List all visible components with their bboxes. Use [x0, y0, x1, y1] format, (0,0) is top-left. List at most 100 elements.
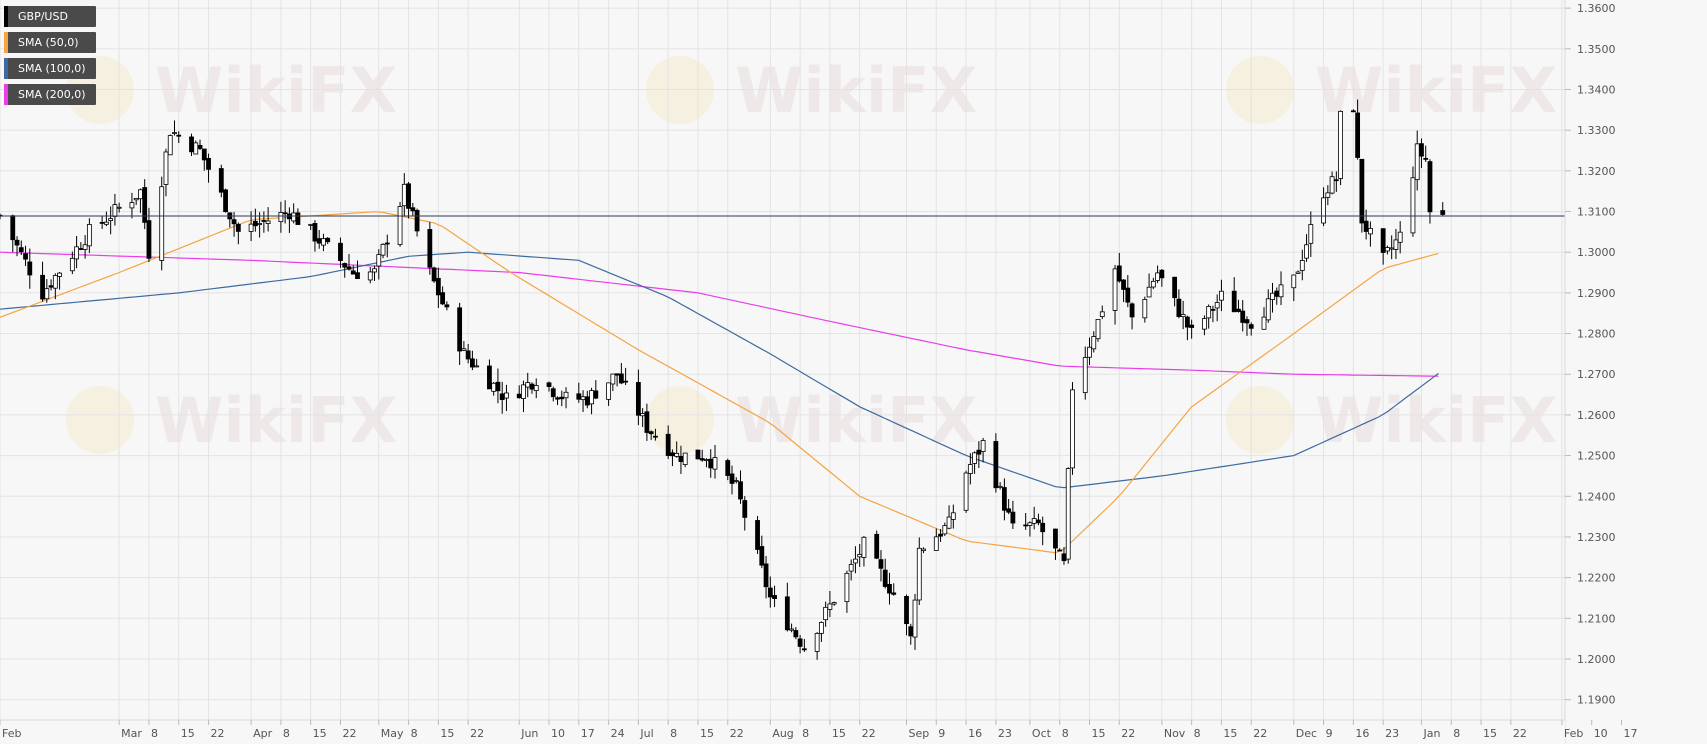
legend-item-sma-100[interactable]: SMA (100,0): [4, 58, 96, 79]
candle: [342, 262, 348, 278]
candle: [218, 164, 224, 198]
x-tick-label: 22: [862, 727, 876, 740]
candle-body-up: [967, 464, 973, 474]
candle-body-down: [759, 546, 765, 566]
candle-body-up: [1414, 143, 1420, 181]
x-tick-label: Dec: [1296, 727, 1317, 740]
candle-body-up: [401, 183, 407, 207]
candle-body-up: [682, 452, 688, 465]
candle: [440, 286, 446, 306]
candle: [1082, 346, 1088, 400]
candle-body-down: [1129, 303, 1135, 318]
legend-item-sma-200[interactable]: SMA (200,0): [4, 84, 96, 105]
candle-body-up: [857, 553, 863, 558]
legend-label: SMA (200,0): [18, 88, 86, 101]
candle-body-up: [1321, 197, 1326, 224]
y-tick-label: 1.3400: [1577, 83, 1616, 96]
candle-body-up: [1410, 177, 1416, 234]
legend-item-sma-50[interactable]: SMA (50,0): [4, 32, 96, 53]
candle: [606, 382, 611, 406]
candle-body-up: [831, 602, 837, 605]
candle-body-down: [670, 452, 675, 457]
candle: [1419, 138, 1424, 168]
candle: [376, 249, 382, 280]
candle-body-up: [504, 392, 509, 399]
candle-body-down: [882, 569, 888, 587]
candle: [1299, 249, 1305, 281]
candle-body-up: [278, 212, 284, 223]
candle-body-up: [1099, 311, 1105, 318]
candle-body-up: [912, 599, 918, 638]
candle-body-up: [950, 512, 956, 520]
watermark-text: WikiFX: [1315, 384, 1557, 457]
candle-body-up: [997, 485, 1003, 488]
candle-body-down: [231, 219, 237, 225]
candle-body-down: [993, 441, 999, 489]
candle: [435, 267, 441, 309]
candle: [1363, 209, 1369, 240]
candle: [1146, 273, 1152, 298]
candle-body-down: [252, 220, 258, 227]
candle-body-up: [163, 151, 169, 185]
candle-body-up: [159, 186, 165, 261]
candle: [831, 601, 837, 606]
y-tick-label: 1.2700: [1577, 368, 1616, 381]
candle: [1325, 185, 1331, 206]
candle: [725, 458, 731, 481]
candle-body-down: [891, 592, 897, 595]
y-tick-label: 1.3000: [1577, 246, 1616, 259]
candle-body-up: [1087, 346, 1092, 358]
x-tick-label: Aug: [772, 727, 793, 740]
x-tick-label: 22: [342, 727, 356, 740]
candle: [14, 236, 20, 257]
candle: [1350, 109, 1356, 113]
candle-body-up: [1070, 389, 1075, 469]
candle: [818, 621, 824, 642]
x-axis: Feb Mar 8 15 22 Apr 8 15 22 May 8 15 22 Jun 10 17 24 Jul 8…: [0, 719, 1637, 744]
candle: [1380, 228, 1386, 265]
candle-body-up: [44, 288, 50, 300]
candle-body-down: [23, 253, 28, 260]
x-tick-label: 8: [802, 727, 809, 740]
candle: [40, 261, 45, 302]
candle: [427, 221, 433, 275]
legend-item-gbpusd[interactable]: GBP/USD: [4, 6, 96, 27]
candle-body-up: [789, 628, 794, 631]
candle: [1027, 521, 1033, 537]
candle-body-up: [172, 132, 177, 134]
candle-body-down: [648, 431, 654, 435]
candle: [1414, 130, 1420, 191]
candle: [146, 207, 152, 263]
candle-body-down: [555, 397, 560, 400]
candle-body-down: [738, 481, 743, 500]
x-tick-label: 22: [1513, 727, 1527, 740]
candle: [197, 139, 203, 151]
candle-body-up: [308, 223, 314, 226]
candle-body-up: [1180, 314, 1186, 318]
candle: [1244, 316, 1250, 336]
x-tick-label: Mar: [121, 727, 142, 740]
candle-body-down: [427, 229, 433, 268]
candle: [695, 449, 701, 460]
candle: [1001, 478, 1007, 521]
candle-body-up: [103, 221, 109, 225]
candle: [1206, 304, 1212, 329]
candle-body-down: [1121, 279, 1126, 290]
candle-body-up: [1325, 192, 1331, 198]
candle: [993, 433, 999, 493]
x-tick-label: 22: [730, 727, 744, 740]
x-tick-label: 22: [1253, 727, 1267, 740]
candle: [142, 179, 148, 230]
candle-body-up: [640, 413, 646, 417]
candle-body-down: [1248, 324, 1254, 329]
candle: [372, 265, 377, 281]
candle: [159, 176, 165, 271]
candle: [738, 470, 743, 504]
candle-body-up: [1393, 239, 1399, 250]
candle-body-down: [665, 433, 671, 456]
x-tick-label: 9: [1326, 727, 1333, 740]
candle-body-up: [1202, 318, 1207, 330]
candle-body-up: [733, 480, 739, 482]
